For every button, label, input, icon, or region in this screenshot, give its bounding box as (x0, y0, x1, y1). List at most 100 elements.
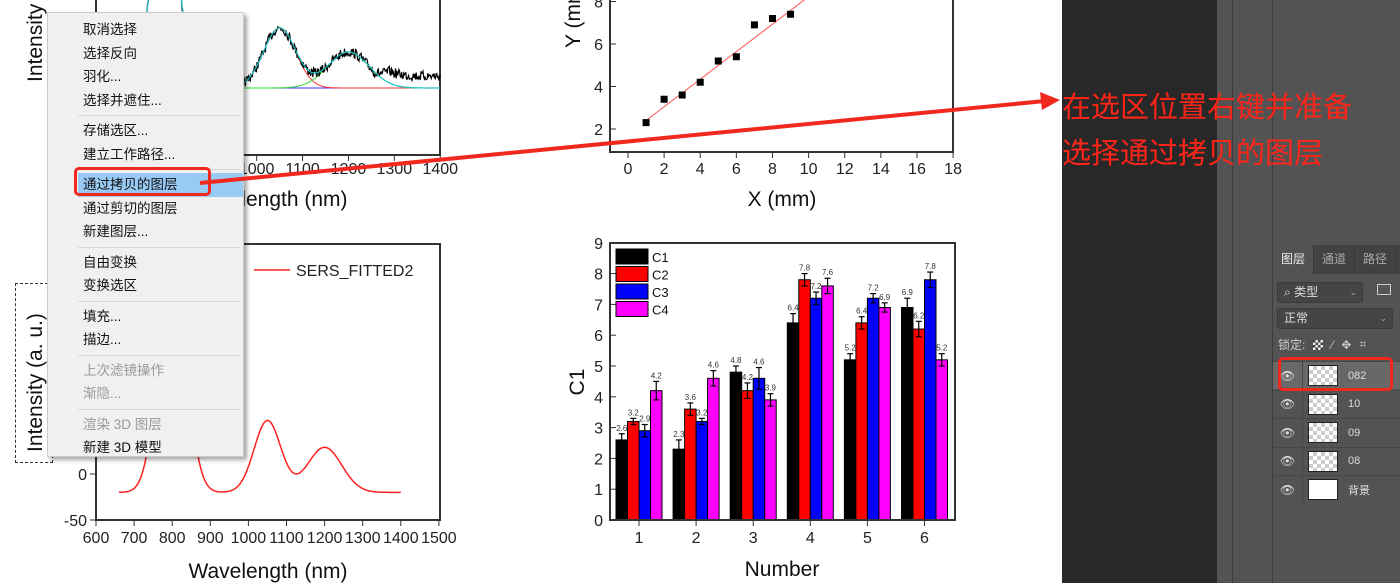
y-tick-label: 6 (594, 37, 603, 54)
y-tick-label: 8 (594, 0, 603, 12)
scatter-point (678, 91, 686, 99)
blend-mode-dropdown[interactable]: 正常 ⌄ (1277, 308, 1393, 329)
menu-item[interactable]: 自由变换 (83, 254, 137, 270)
panel-divider[interactable] (1217, 0, 1233, 583)
data-label: 6.9 (902, 288, 914, 297)
scatter-point (696, 78, 704, 86)
data-label: 4.2 (742, 373, 754, 382)
eye-icon[interactable]: 👁 (1273, 475, 1303, 504)
menu-item[interactable]: 描边... (83, 332, 122, 347)
eye-icon[interactable]: 👁 (1273, 390, 1303, 418)
menu-item[interactable]: 选择反向 (83, 45, 137, 61)
scatter-frame (609, 0, 954, 153)
eye-icon[interactable]: 👁 (1273, 361, 1303, 390)
bar-ylabel: C1 (566, 369, 589, 396)
tab-paths[interactable]: 路径 (1355, 245, 1397, 274)
bar-xlabel: Number (745, 558, 820, 581)
x-tick-label: 600 (83, 530, 110, 547)
x-tick-label: 800 (159, 530, 186, 547)
data-label: 7.6 (822, 268, 834, 277)
annotation-line-1: 在选区位置右键并准备 (1062, 90, 1353, 124)
layer-name: 08 (1348, 455, 1361, 467)
lock-paint-brush-icon[interactable]: ⁄ (1331, 337, 1334, 352)
scatter-point (660, 95, 668, 103)
x-tick-label: 10 (800, 161, 818, 178)
y-tick-label: 6 (594, 328, 603, 345)
context-menu: 取消选择选择反向羽化... 选择并遮住... 存储选区... 建立工作路径... 通过拷… (47, 12, 244, 457)
menu-item: 上次滤镜操作 (83, 362, 164, 378)
lock-label: 锁定: (1278, 338, 1306, 352)
chevron-down-icon: ⌄ (1349, 287, 1357, 297)
menu-separator (78, 354, 240, 356)
menu-item[interactable]: 通过拷贝的图层 (78, 173, 243, 197)
data-label: 6.9 (879, 293, 891, 302)
x-tick-label: 5 (863, 530, 872, 547)
eye-icon[interactable]: 👁 (1273, 447, 1303, 475)
x-tick-label: 1000 (239, 161, 275, 178)
data-label: 4.6 (708, 361, 720, 370)
x-tick-label: 16 (908, 161, 926, 178)
layer-row[interactable]: 👁 082 (1273, 361, 1400, 390)
layer-name: 082 (1348, 369, 1367, 382)
spectrum-fit-line (96, 0, 441, 89)
y-tick-label: 2 (594, 451, 603, 468)
image-filter-icon[interactable] (1377, 284, 1391, 295)
data-label: 3.2 (696, 408, 708, 417)
x-tick-label: 0 (624, 161, 633, 178)
x-tick-label: 2 (660, 161, 669, 178)
menu-item[interactable]: 通过剪切的图层 (83, 200, 178, 216)
y-tick-label: 3 (594, 421, 603, 438)
layer-row[interactable]: 👁 08 (1273, 446, 1400, 475)
data-label: 2.9 (639, 415, 651, 424)
x-tick-label: 2 (692, 530, 701, 547)
layer-filter-dropdown[interactable]: ⌕ 类型 ⌄ (1277, 282, 1363, 303)
x-tick-label: 12 (836, 161, 854, 178)
x-tick-label: 4 (696, 161, 705, 178)
x-tick-label: 1300 (345, 530, 381, 547)
y-tick-label: 5 (594, 359, 603, 376)
menu-item[interactable]: 建立工作路径... (83, 146, 176, 162)
lock-artboard-icon[interactable]: ⌗ (1359, 337, 1367, 351)
legend-label: C2 (652, 268, 669, 283)
x-tick-label: 6 (732, 161, 741, 178)
menu-item[interactable]: 新建图层... (83, 224, 149, 239)
tab-layers[interactable]: 图层 (1273, 245, 1315, 274)
data-label: 7.8 (799, 264, 811, 273)
x-tick-label: 4 (806, 530, 815, 547)
legend-label: C1 (652, 250, 669, 265)
x-tick-label: 1400 (383, 530, 419, 547)
data-label: 2.6 (616, 424, 628, 433)
arrow-head (1040, 92, 1060, 110)
scatter-point (714, 57, 722, 65)
menu-item[interactable]: 取消选择 (83, 22, 137, 37)
menu-item[interactable]: 变换选区 (83, 278, 137, 293)
layer-thumbnail (1308, 450, 1338, 472)
eye-icon[interactable]: 👁 (1273, 418, 1303, 447)
menu-item[interactable]: 存储选区... (83, 123, 149, 138)
scatter-xlabel: X (mm) (748, 188, 817, 211)
collapsed-panel-column (1233, 0, 1273, 583)
menu-item[interactable]: 填充... (83, 308, 122, 324)
data-label: 3.9 (765, 384, 777, 393)
tab-channels[interactable]: 通道 (1314, 245, 1356, 274)
menu-item[interactable]: 羽化... (83, 69, 122, 84)
highlight-box-layer (1278, 357, 1393, 391)
lock-move-icon[interactable]: ✥ (1341, 337, 1352, 352)
data-label: 3.6 (685, 393, 697, 402)
blend-mode-value: 正常 (1284, 311, 1309, 325)
x-tick-label: 8 (768, 161, 777, 178)
menu-item[interactable]: 新建 3D 模型 (83, 440, 162, 455)
lock-transparency-icon[interactable] (1313, 339, 1324, 350)
spectrum-data-line (95, 0, 441, 95)
x-tick-label: 18 (944, 161, 962, 178)
y-tick-label: 0 (78, 467, 87, 484)
menu-item[interactable]: 选择并遮住... (83, 92, 162, 108)
y-tick-label: 7 (594, 297, 603, 314)
menu-separator (78, 408, 240, 410)
layer-row[interactable]: 👁 09 (1273, 418, 1400, 447)
x-tick-label: 1000 (231, 530, 267, 547)
x-tick-label: 700 (121, 530, 148, 547)
layer-row[interactable]: 👁 背景 (1273, 475, 1400, 504)
layer-name: 背景 (1348, 484, 1370, 497)
